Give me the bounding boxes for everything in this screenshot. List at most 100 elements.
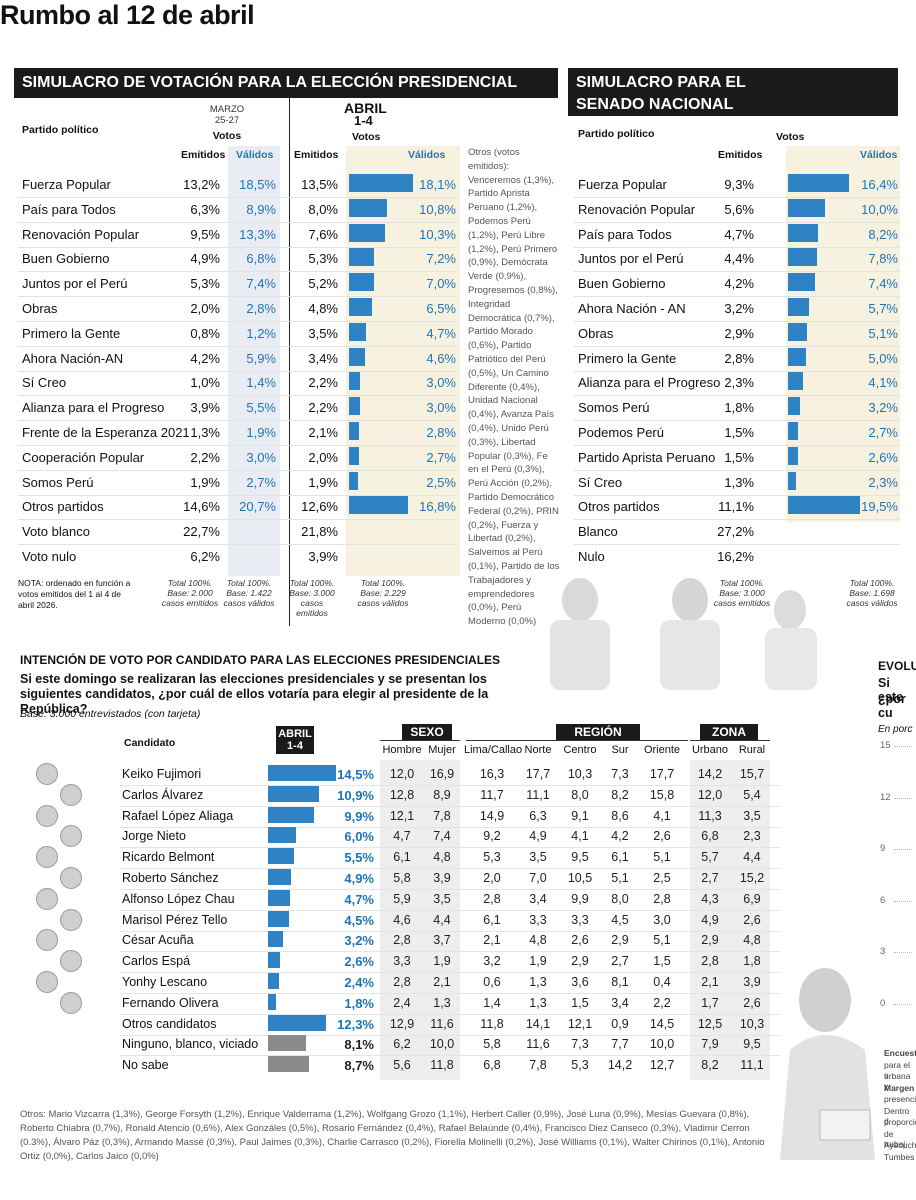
- senate-title-line1: SIMULACRO PARA EL: [576, 74, 746, 91]
- candidate-breakdown-value: 3,3: [393, 954, 411, 969]
- candidate-breakdown-value: 15,8: [649, 787, 675, 802]
- marzo-emitidos-header: Emitidos: [181, 149, 226, 161]
- abril-emitidos-value: 2,2%: [308, 400, 338, 416]
- abril-emitidos-value: 2,1%: [308, 425, 338, 440]
- candidate-photo: [36, 929, 58, 952]
- candidate-breakdown-value: 14,1: [525, 1016, 551, 1031]
- candidates-question: Si este domingo se realizaran las elecci…: [20, 672, 489, 716]
- gridline: [894, 746, 912, 747]
- candidate-breakdown-value: 3,3: [571, 912, 589, 927]
- candidate-breakdown-value: 6,1: [611, 850, 629, 865]
- row-divider: [574, 296, 900, 298]
- candidate-breakdown-value: 2,7: [611, 954, 629, 969]
- candidate-name: Carlos Álvarez: [122, 787, 204, 802]
- axis-tick: 6: [880, 894, 886, 906]
- party-name: Alianza para el Progreso: [22, 400, 165, 416]
- abril-emitidos-value: 7,6%: [308, 226, 338, 242]
- abril-validos-value: 10,8%: [419, 201, 456, 217]
- row-divider: [18, 445, 458, 446]
- abril-validos-value: 6,5%: [426, 301, 456, 316]
- abril-validos-value: 3,0%: [426, 400, 456, 416]
- marzo-emitidos-value: 2,2%: [190, 449, 220, 465]
- row-divider: [574, 494, 900, 496]
- abril-votos: Votos: [352, 131, 381, 143]
- candidate-breakdown-value: 11,7: [480, 787, 504, 802]
- row-divider: [120, 909, 780, 911]
- candidate-breakdown-value: 11,3: [698, 808, 722, 823]
- senate-bar: [788, 347, 807, 366]
- candidate-breakdown-value: 3,6: [571, 975, 589, 989]
- gridline: [894, 952, 912, 953]
- candidate-breakdown-value: 7,3: [611, 767, 629, 781]
- row-divider: [120, 993, 780, 994]
- candidate-breakdown-value: 7,4: [433, 829, 451, 844]
- candidate-total: 3,2%: [344, 933, 374, 949]
- marzo-label: MARZO: [209, 104, 245, 115]
- candidate-breakdown-value: 2,1: [433, 975, 451, 989]
- row-divider: [574, 445, 900, 446]
- candidate-breakdown-value: 14,5: [649, 1016, 675, 1031]
- senate-base-emitidos: Total 100%. Base: 3.000 casos emitidos: [713, 578, 771, 608]
- candidate-breakdown-value: 5,8: [483, 1037, 501, 1052]
- senate-bar: [788, 298, 810, 316]
- candidate-bar: [268, 910, 290, 927]
- abril-validos-value: 7,0%: [426, 276, 456, 292]
- base-abril-validos: Total 100%. Base: 2.229 casos válidos: [357, 578, 409, 608]
- candidate-breakdown-value: 15,7: [739, 767, 765, 781]
- row-divider: [574, 519, 900, 521]
- row-divider: [574, 370, 900, 372]
- footnote-fragment: Tumbes: [884, 1151, 915, 1162]
- candidate-breakdown-value: 4,9: [701, 912, 719, 927]
- candidate-breakdown-value: 3,9: [433, 871, 451, 885]
- marzo-validos-value: 7,4%: [246, 276, 276, 292]
- presidential-bar: [349, 446, 359, 465]
- abril-validos-value: 2,8%: [426, 425, 456, 440]
- senate-bar: [788, 198, 825, 217]
- candidate-breakdown-value: 4,2: [611, 829, 629, 844]
- axis-tick: 15: [880, 740, 891, 751]
- evolution-title: EVOLU: [878, 659, 916, 673]
- candidate-breakdown-value: 7,8: [433, 808, 451, 823]
- candidate-breakdown-value: 11,8: [480, 1016, 504, 1031]
- senate-party-name: País para Todos: [578, 226, 672, 242]
- presidential-bar: [349, 422, 359, 440]
- party-header: Partido político: [22, 124, 99, 136]
- row-divider: [18, 271, 458, 273]
- senate-emitidos-value: 3,2%: [724, 301, 754, 316]
- candidate-name: Marisol Pérez Tello: [122, 912, 228, 927]
- abril-emitidos-value: 2,0%: [308, 449, 338, 465]
- senate-party-name: Nulo: [578, 549, 605, 564]
- senate-bar: [788, 273, 816, 292]
- footnote-fragment: para el s: [884, 1059, 910, 1080]
- party-name: Renovación Popular: [22, 226, 140, 242]
- presidential-bar: [349, 223, 386, 242]
- abril-validos-value: 3,0%: [426, 375, 456, 391]
- candidate-total: 9,9%: [344, 808, 374, 824]
- marzo-emitidos-value: 22,7%: [183, 524, 220, 540]
- candidate-breakdown-value: 4,5: [611, 912, 629, 927]
- candidate-breakdown-value: 9,2: [483, 829, 501, 844]
- abril-validos-value: 10,3%: [419, 226, 456, 242]
- row-divider: [574, 420, 900, 422]
- candidate-breakdown-value: 6,8: [701, 829, 719, 844]
- subheader-urbano: Urbano: [691, 744, 729, 756]
- row-divider: [120, 889, 780, 890]
- candidate-breakdown-value: 3,2: [483, 954, 501, 969]
- candidate-breakdown-value: 2,4: [393, 995, 411, 1010]
- gridline: [894, 900, 912, 902]
- candidate-bar: [268, 827, 297, 844]
- candidate-total: 2,6%: [344, 954, 374, 970]
- candidate-breakdown-value: 4,8: [529, 933, 547, 948]
- candidate-breakdown-value: 3,0: [653, 912, 671, 927]
- candidate-breakdown-value: 9,1: [571, 808, 589, 823]
- senate-title: SIMULACRO PARA EL SENADO NACIONAL: [568, 68, 898, 116]
- candidate-breakdown-value: 10,5: [567, 871, 593, 885]
- row-divider: [574, 345, 900, 347]
- party-name: Somos Perú: [22, 474, 94, 490]
- footnote-fragment: presenci: [884, 1094, 916, 1104]
- marzo-emitidos-value: 1,3%: [190, 425, 220, 440]
- zona-header: ZONA: [700, 724, 758, 740]
- candidate-breakdown-value: 2,6: [571, 933, 589, 948]
- gridline: [894, 1003, 912, 1005]
- candidate-breakdown-value: 1,5: [571, 995, 589, 1010]
